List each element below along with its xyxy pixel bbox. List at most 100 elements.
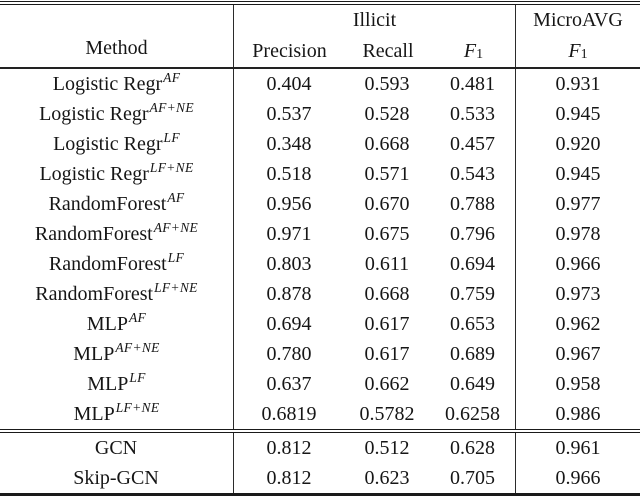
cell-precision: 0.637: [233, 369, 344, 399]
cell-microavg-f1: 0.945: [515, 159, 640, 189]
cell-precision: 0.956: [233, 189, 344, 219]
cell-microavg-f1: 0.966: [515, 249, 640, 279]
top-rule: [0, 1, 640, 5]
cell-method: Skip-GCN: [0, 463, 233, 493]
cell-recall: 0.571: [364, 162, 410, 185]
method-name: Logistic Regr: [52, 72, 163, 95]
table-row: Skip-GCN 0.812 0.623 0.705 0.966: [0, 463, 640, 493]
table-row: Logistic Regr AF 0.404 0.593 0.481 0.931: [0, 69, 640, 99]
cell-precision: 0.348: [233, 129, 344, 159]
method-name: Logistic Regr: [53, 132, 163, 155]
cell-precision: 0.812: [233, 433, 344, 463]
cell-recall: 0.593: [364, 72, 410, 95]
cell-precision: 0.878: [233, 279, 344, 309]
cell-microavg-f1: 0.961: [515, 433, 640, 463]
header-recall: Recall: [362, 39, 414, 62]
cell-microavg-f1: 0.945: [515, 99, 640, 129]
cell-microavg-f1: 0.931: [515, 69, 640, 99]
cell-method: MLP AF+NE: [0, 339, 233, 369]
table-row: MLP AF 0.694 0.617 0.653 0.962: [0, 309, 640, 339]
cell-microavg-f1: 0.977: [515, 189, 640, 219]
method-name: MLP: [86, 312, 129, 335]
table-row: MLP LF+NE 0.6819 0.5782 0.6258 0.986: [0, 399, 640, 429]
method-variant-superscript: AF+NE: [115, 340, 160, 355]
cell-f1: 0.481: [450, 72, 495, 95]
cell-microavg-f1: 0.973: [515, 279, 640, 309]
cell-f1: 0.788: [450, 192, 495, 215]
cell-recall: 0.528: [364, 102, 410, 125]
f1-subscript: 1: [476, 47, 484, 62]
cell-microavg-f1: 0.986: [515, 399, 640, 429]
method-variant-superscript: AF+NE: [153, 220, 199, 235]
cell-method: MLP AF: [0, 309, 233, 339]
method-variant-superscript: AF: [167, 190, 185, 205]
table-row: MLP AF+NE 0.780 0.617 0.689 0.967: [0, 339, 640, 369]
table-row: RandomForest AF+NE 0.971 0.675 0.796 0.97…: [0, 219, 640, 249]
cell-recall: 0.623: [364, 466, 410, 489]
cell-recall: 0.611: [364, 252, 410, 275]
table-row: RandomForest LF+NE 0.878 0.668 0.759 0.97…: [0, 279, 640, 309]
cell-method: Logistic Regr AF+NE: [0, 99, 233, 129]
cell-precision: 0.812: [233, 463, 344, 493]
method-name: RandomForest: [48, 192, 167, 215]
method-variant-superscript: LF: [163, 130, 180, 145]
method-variant-superscript: LF: [129, 370, 146, 385]
cell-method: GCN: [0, 433, 233, 463]
table-row: Logistic Regr LF 0.348 0.668 0.457 0.920: [0, 129, 640, 159]
method-variant-superscript: AF: [129, 310, 147, 325]
table-row: Logistic Regr AF+NE 0.537 0.528 0.533 0.9…: [0, 99, 640, 129]
cell-recall: 0.617: [364, 342, 410, 365]
cell-precision: 0.803: [233, 249, 344, 279]
cell-precision: 0.404: [233, 69, 344, 99]
cell-f1: 0.6258: [445, 402, 500, 425]
cell-recall: 0.5782: [359, 402, 415, 425]
cell-method: Logistic Regr LF: [0, 129, 233, 159]
method-variant-superscript: LF+NE: [115, 400, 160, 415]
cell-f1: 0.543: [450, 162, 495, 185]
header-precision: Precision: [252, 39, 327, 62]
f1-subscript: 1: [580, 47, 588, 62]
method-name: Logistic Regr: [39, 162, 149, 185]
cell-recall: 0.675: [364, 222, 410, 245]
cell-f1: 0.705: [450, 466, 495, 489]
cell-method: RandomForest AF+NE: [0, 219, 233, 249]
cell-recall: 0.617: [364, 312, 410, 335]
cell-recall: 0.668: [364, 282, 410, 305]
method-name: Logistic Regr: [39, 102, 149, 125]
cell-f1: 0.796: [450, 222, 495, 245]
f1-symbol: F: [463, 39, 477, 62]
cell-method: RandomForest LF+NE: [0, 279, 233, 309]
table-row: RandomForest LF 0.803 0.611 0.694 0.966: [0, 249, 640, 279]
cell-method: Logistic Regr AF: [0, 69, 233, 99]
method-name: GCN: [94, 436, 138, 459]
cell-f1: 0.689: [450, 342, 495, 365]
header-method: Method: [85, 37, 148, 59]
header-rule: [0, 67, 640, 69]
method-name: Skip-GCN: [73, 466, 159, 489]
cell-method: RandomForest LF: [0, 249, 233, 279]
cell-method: RandomForest AF: [0, 189, 233, 219]
header-microavg-label: MicroAVG: [533, 8, 623, 31]
cell-precision: 0.537: [233, 99, 344, 129]
f1-symbol: F: [568, 39, 581, 62]
cell-recall: 0.668: [364, 132, 410, 155]
cell-f1: 0.649: [450, 372, 495, 395]
cell-precision: 0.518: [233, 159, 344, 189]
section-rule: [0, 429, 640, 433]
method-variant-superscript: LF: [167, 250, 185, 265]
cell-f1: 0.653: [450, 312, 495, 335]
cell-microavg-f1: 0.920: [515, 129, 640, 159]
cell-precision: 0.971: [233, 219, 344, 249]
cell-f1: 0.628: [450, 436, 495, 459]
method-variant-superscript: AF+NE: [149, 100, 194, 115]
table-row: Logistic Regr LF+NE 0.518 0.571 0.543 0.9…: [0, 159, 640, 189]
method-name: MLP: [87, 372, 129, 395]
method-variant-superscript: LF+NE: [154, 280, 198, 295]
table-footer-section: GCN 0.812 0.512 0.628 0.961 Skip-GCN 0.8…: [0, 433, 640, 493]
